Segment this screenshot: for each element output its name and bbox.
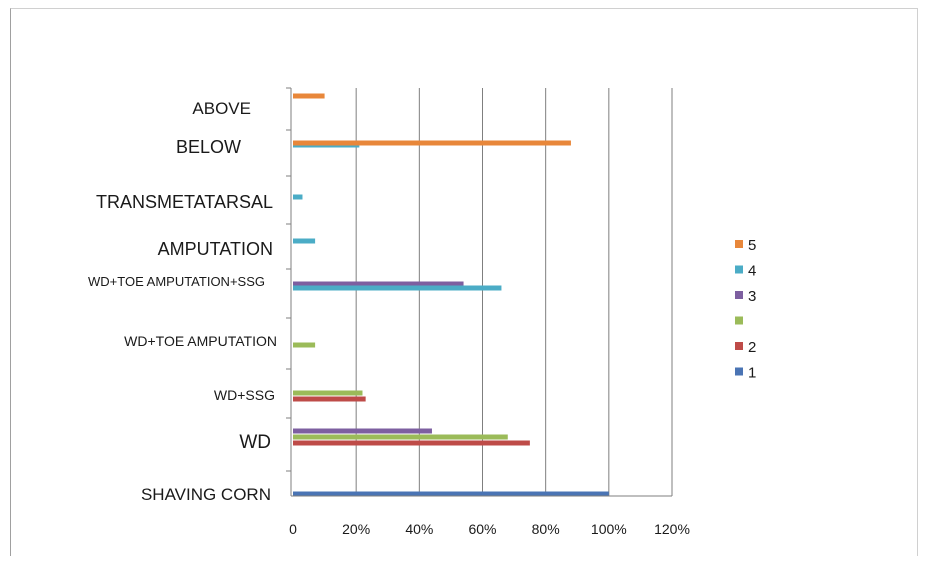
bar — [293, 140, 571, 146]
legend-label: 1 — [748, 365, 756, 382]
chart-frame — [10, 8, 918, 556]
category-label: ABOVE — [192, 99, 251, 118]
legend: 5 4 3 2 1 — [735, 237, 756, 382]
x-tick-label: 20% — [342, 521, 370, 537]
bar — [293, 342, 316, 348]
axes — [286, 87, 672, 497]
category-label: WD+TOE AMPUTATION+SSG — [88, 274, 265, 289]
x-tick-label: 60% — [468, 521, 496, 537]
x-tick-label: 40% — [405, 521, 433, 537]
bars — [293, 93, 609, 497]
legend-swatch — [735, 367, 743, 376]
legend-label: 3 — [748, 288, 756, 305]
x-tick-label: 100% — [591, 521, 627, 537]
category-label: BELOW — [176, 137, 241, 157]
legend-swatch — [735, 316, 743, 325]
category-label: WD+SSG — [214, 387, 275, 403]
bar — [293, 434, 508, 440]
bar — [293, 281, 464, 287]
x-tick-label: 120% — [654, 521, 690, 537]
bar — [293, 440, 530, 446]
legend-label: 2 — [748, 339, 756, 356]
gridlines — [355, 88, 673, 496]
x-tick-label: 80% — [532, 521, 560, 537]
legend-label: 5 — [748, 237, 756, 254]
bar — [293, 491, 609, 497]
category-label: WD+TOE AMPUTATION — [124, 333, 277, 349]
x-tick-label: 0 — [289, 521, 297, 537]
legend-swatch — [735, 240, 743, 248]
bar — [293, 238, 316, 244]
bar — [293, 93, 325, 99]
legend-label: 4 — [748, 263, 756, 280]
category-label: SHAVING CORN — [141, 485, 271, 504]
bar — [293, 428, 432, 434]
legend-swatch — [735, 265, 743, 274]
bar — [293, 396, 366, 402]
labels: 0 20% 40% 60% 80% 100% 120% SHAVING CORN WD WD+SS… — [88, 99, 690, 537]
legend-swatch — [735, 342, 743, 350]
bar — [293, 285, 502, 291]
bar — [293, 194, 303, 200]
category-label: AMPUTATION — [158, 239, 273, 259]
legend-swatch — [735, 291, 743, 299]
category-label: TRANSMETATARSAL — [96, 192, 273, 212]
bar — [293, 390, 363, 396]
category-label: WD — [239, 432, 271, 453]
